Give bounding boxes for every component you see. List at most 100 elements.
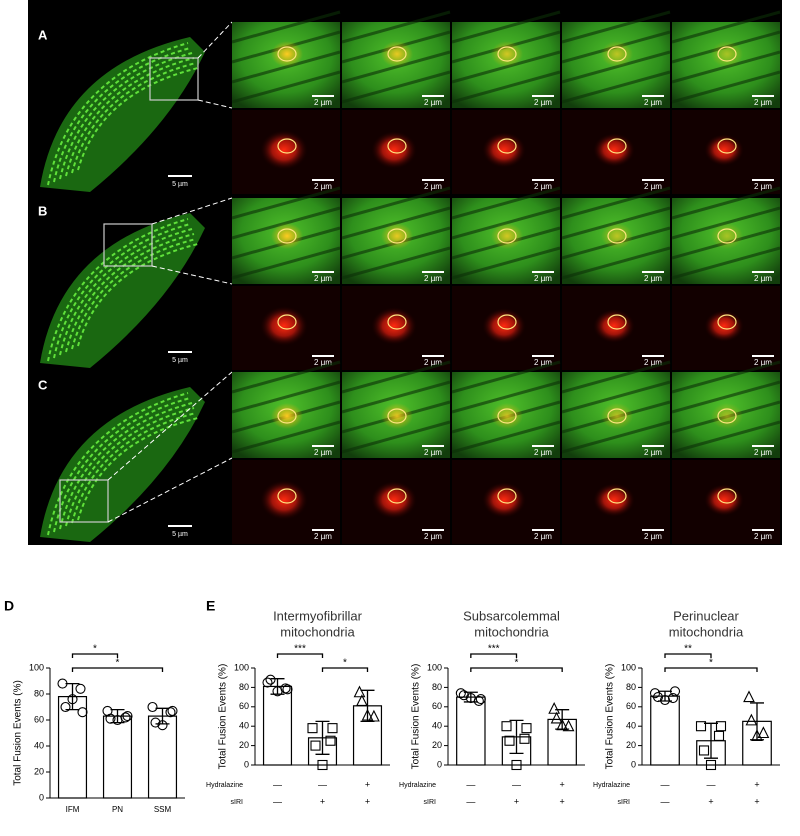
- data-point: [368, 709, 380, 722]
- yellow-signal: [711, 41, 743, 67]
- data-point: [265, 674, 276, 685]
- significance-bracket: [470, 667, 563, 672]
- data-point: [743, 690, 755, 703]
- data-point: [122, 711, 133, 722]
- significance-bracket: [321, 667, 369, 672]
- roi: [387, 314, 407, 330]
- red-signal: [371, 481, 417, 519]
- scale-label: 2 µm: [424, 448, 442, 457]
- red-signal: [260, 130, 308, 170]
- y-axis-label: Total Fusion Events (%): [605, 664, 616, 770]
- panel-label: E: [206, 598, 215, 614]
- chart-title: Subsarcolemmal: [463, 608, 560, 623]
- roi: [497, 138, 517, 154]
- tile-stripe: [671, 380, 781, 414]
- treatment-name: Hydralazine: [593, 782, 630, 789]
- scale-label: 5 µm: [172, 531, 188, 538]
- treatment-mark: —: [661, 779, 670, 789]
- x-tick-label: SSM: [154, 805, 172, 814]
- scale-label: 2 µm: [644, 182, 662, 191]
- roi: [387, 488, 407, 504]
- data-point: [75, 683, 86, 694]
- y-axis-label: Total Fusion Events (%): [13, 680, 24, 786]
- tile-stripe: [671, 206, 781, 240]
- y-tick-label: 40: [626, 721, 636, 731]
- treatment-mark: —: [466, 779, 475, 789]
- roi: [277, 46, 297, 62]
- data-point: [325, 735, 336, 746]
- treatment-mark: +: [365, 779, 370, 789]
- scale-label: 2 µm: [314, 182, 332, 191]
- roi: [607, 488, 627, 504]
- data-point: [167, 705, 178, 716]
- tile-stripe: [231, 206, 341, 240]
- tile-stripe: [451, 10, 561, 44]
- y-tick-label: 80: [626, 682, 636, 692]
- data-point: [465, 693, 476, 704]
- data-point: [475, 693, 486, 705]
- panel-label: A: [38, 27, 48, 42]
- cell-stripe: [71, 62, 197, 174]
- error-bar: [315, 720, 330, 755]
- y-tick-label: 40: [34, 740, 44, 750]
- treatment-mark: —: [318, 779, 327, 789]
- roi: [387, 138, 407, 154]
- tile-stripe: [451, 70, 561, 104]
- treatment-mark: —: [707, 779, 716, 789]
- data-point: [751, 729, 763, 741]
- data-point: [548, 702, 561, 714]
- treatment-mark: +: [560, 796, 565, 806]
- data-point: [165, 707, 176, 718]
- treatment-mark: +: [708, 796, 713, 806]
- scale-label: 2 µm: [314, 274, 332, 283]
- yellow-signal: [491, 41, 523, 67]
- y-tick-label: 100: [234, 662, 249, 672]
- chart-title: Perinuclear: [673, 608, 739, 623]
- bar: [650, 695, 680, 766]
- cell-stripe: [71, 412, 197, 524]
- yellow-signal: [711, 403, 743, 429]
- data-point: [519, 733, 530, 744]
- bar: [262, 685, 293, 766]
- significance-label: *: [343, 658, 347, 669]
- yellow-signal: [491, 223, 523, 249]
- y-tick-label: 20: [239, 740, 249, 750]
- tile-stripe: [341, 206, 451, 240]
- tile-stripe: [341, 50, 451, 84]
- y-tick-label: 80: [34, 688, 44, 698]
- data-point: [147, 701, 158, 713]
- significance-bracket: [664, 653, 712, 658]
- data-point: [745, 713, 758, 726]
- data-point: [695, 721, 707, 732]
- scale-label: 2 µm: [424, 532, 442, 541]
- tile-stripe: [671, 50, 781, 84]
- tile-stripe: [561, 186, 671, 220]
- y-tick-label: 60: [626, 701, 636, 711]
- roi: [717, 228, 737, 244]
- scale-label: 2 µm: [644, 274, 662, 283]
- y-tick-label: 40: [239, 721, 249, 731]
- scale-label: 2 µm: [534, 532, 552, 541]
- tile-stripe: [451, 206, 561, 240]
- y-tick-label: 80: [432, 682, 442, 692]
- treatment-mark: +: [514, 796, 519, 806]
- scale-label: 2 µm: [534, 358, 552, 367]
- time-label: 16 mins: [692, 0, 737, 14]
- x-tick-label: PN: [112, 805, 123, 814]
- cell-stripe: [59, 52, 193, 180]
- cell-stripe: [59, 402, 193, 530]
- data-point: [667, 693, 679, 704]
- data-point: [458, 690, 469, 701]
- y-tick-label: 40: [432, 721, 442, 731]
- y-tick-label: 0: [631, 759, 636, 769]
- data-point: [556, 718, 569, 731]
- chart-title: mitochondria: [280, 624, 355, 639]
- significance-label: *: [709, 658, 713, 669]
- zoom-line: [107, 371, 233, 481]
- data-point: [157, 720, 168, 731]
- tile-stripe: [451, 360, 561, 394]
- data-point: [112, 714, 123, 726]
- roi: [717, 488, 737, 504]
- roi: [497, 228, 517, 244]
